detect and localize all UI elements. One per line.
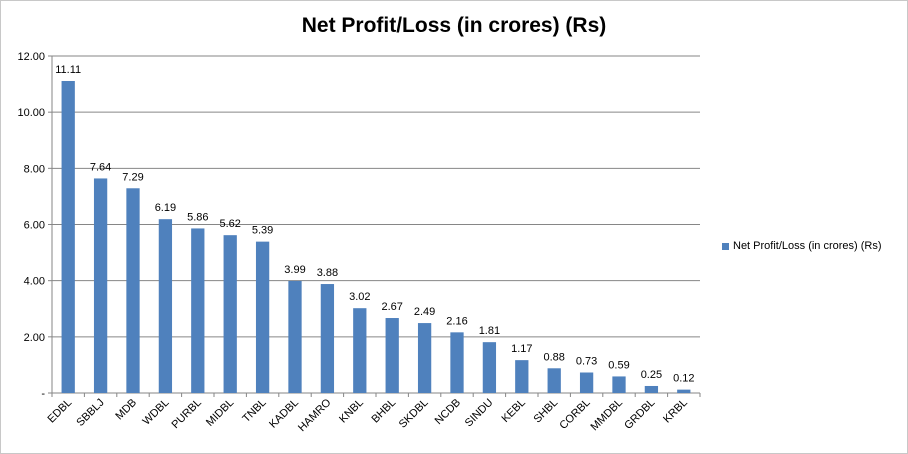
- bar: [61, 80, 75, 393]
- legend-swatch: [722, 242, 729, 250]
- bar: [677, 389, 691, 393]
- data-label: 2.16: [446, 315, 467, 327]
- data-label: 6.19: [155, 202, 176, 214]
- data-label: 0.59: [608, 359, 629, 371]
- x-tick-label: KEBL: [500, 397, 528, 425]
- bar: [126, 188, 140, 393]
- bars: [61, 80, 691, 393]
- data-label: 5.86: [187, 211, 208, 223]
- bar: [482, 342, 497, 393]
- x-tick-label: SHBL: [532, 397, 561, 426]
- y-tick-label: 6.00: [24, 220, 45, 232]
- data-label: 0.12: [673, 373, 694, 385]
- x-tick-label: EDBL: [46, 397, 75, 426]
- x-tick-label: BHBL: [370, 397, 399, 426]
- x-tick-label: TNBL: [240, 397, 268, 425]
- bar: [320, 284, 335, 393]
- data-label: 3.02: [349, 291, 370, 303]
- data-label: 1.81: [479, 325, 500, 337]
- data-label: 5.39: [252, 225, 273, 237]
- legend: Net Profit/Loss (in crores) (Rs): [722, 240, 882, 252]
- data-label: 3.99: [284, 264, 305, 276]
- bar: [417, 323, 432, 393]
- data-label: 5.62: [219, 218, 240, 230]
- data-label: 1.17: [511, 343, 532, 355]
- x-tick-label: MIDBL: [204, 397, 236, 429]
- data-label: 7.29: [122, 171, 143, 183]
- bar: [158, 219, 173, 393]
- y-tick-label: 2.00: [24, 332, 45, 344]
- x-tick-label: HAMRO: [296, 396, 334, 434]
- data-labels: 11.11 7.64 7.29 6.19 5.86 5.62 5.39 3.99 3.88 3.0…: [55, 64, 694, 385]
- bar: [353, 308, 367, 393]
- data-label: 3.88: [317, 267, 338, 279]
- data-label: 2.49: [414, 306, 435, 318]
- x-tick-label: MDB: [113, 397, 139, 423]
- x-tick-label: SKDBL: [397, 397, 431, 431]
- x-tick-label: PURBL: [169, 397, 203, 431]
- bar: [255, 241, 270, 393]
- gridlines: [52, 55, 700, 338]
- y-tick-label: -: [41, 388, 45, 400]
- y-tick-label: 8.00: [24, 163, 45, 175]
- y-tick-label: 4.00: [24, 276, 45, 288]
- legend-label: Net Profit/Loss (in crores) (Rs): [733, 240, 882, 252]
- bar: [191, 228, 205, 393]
- x-tick-label: NCDB: [433, 397, 464, 428]
- bar: [612, 376, 626, 393]
- x-tick-label: GRDBL: [622, 397, 657, 432]
- data-label: 0.25: [641, 369, 662, 381]
- chart-title: Net Profit/Loss (in crores) (Rs): [301, 14, 607, 37]
- x-tick-label: WDBL: [141, 397, 172, 428]
- y-tick-label: 12.00: [17, 51, 45, 63]
- data-label: 11.11: [55, 64, 81, 76]
- x-tick-label: CORBL: [557, 397, 592, 432]
- bar: [547, 368, 561, 393]
- data-label: 0.73: [576, 355, 597, 367]
- bar: [385, 318, 399, 393]
- x-tick-label: MMDBL: [589, 397, 626, 434]
- bar: [515, 360, 529, 393]
- bar: [93, 178, 108, 393]
- data-label: 7.64: [90, 161, 111, 173]
- bar: [223, 235, 237, 393]
- x-tick-label: KNBL: [337, 397, 366, 426]
- y-tick-label: 10.00: [17, 107, 45, 119]
- bar: [644, 385, 659, 393]
- bar: [579, 372, 594, 393]
- bar: [450, 332, 464, 393]
- bar: [288, 280, 302, 393]
- data-label: 2.67: [381, 301, 402, 313]
- x-tick-label: SBBLJ: [74, 397, 106, 429]
- data-label: 0.88: [543, 351, 564, 363]
- x-tick-label: SINDU: [463, 397, 496, 430]
- x-tick-label: KRBL: [661, 397, 690, 426]
